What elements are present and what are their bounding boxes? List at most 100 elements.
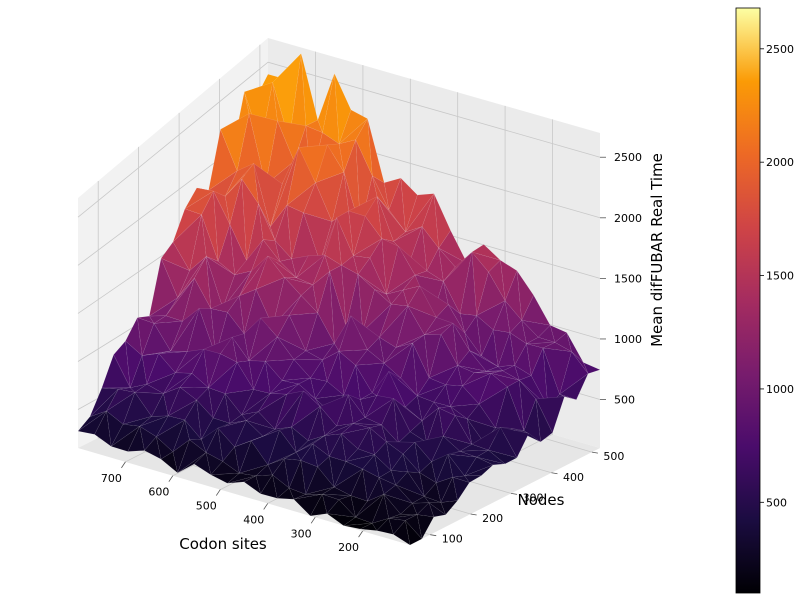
colorbar-tick-label: 500 <box>766 496 787 509</box>
surface-facet <box>267 255 297 278</box>
colorbar-tick-label: 1500 <box>766 270 794 283</box>
x-tick-label: 600 <box>148 486 169 499</box>
surface-facet <box>409 420 427 443</box>
surface-facet <box>340 423 370 435</box>
x-axis-label: Codon sites <box>179 535 267 553</box>
surface-facet <box>509 332 527 366</box>
surface-facet <box>462 372 491 387</box>
surface-facet <box>471 251 489 316</box>
surface-facet <box>260 314 290 338</box>
surface-facet <box>205 452 223 476</box>
surface-facet <box>260 474 278 499</box>
y-tick-mark <box>510 493 518 495</box>
surface-facet <box>405 193 435 233</box>
surface-facet <box>374 289 392 305</box>
surface-facet <box>421 401 439 422</box>
surface-facet <box>283 452 302 461</box>
surface-facet <box>481 329 499 367</box>
surface-facet <box>255 474 273 495</box>
colorbar: 500 1000 1500 2000 2500 <box>735 7 794 594</box>
z-tick-label: 1500 <box>614 272 642 285</box>
z-tick-label: 2500 <box>614 151 642 164</box>
x-tick-label: 200 <box>338 541 359 554</box>
y-tick-mark <box>430 534 437 537</box>
surface-facet <box>398 246 428 276</box>
x-tick-mark <box>263 503 269 510</box>
surface-facet <box>376 518 394 535</box>
x-tick-mark <box>121 461 126 469</box>
x-tick-label: 500 <box>196 500 217 513</box>
surface-facet <box>293 493 323 517</box>
surface-facet <box>445 365 463 387</box>
y-tick-mark <box>470 513 477 516</box>
surface-facet <box>222 446 240 474</box>
surface-facet <box>433 384 451 407</box>
surface-facet <box>342 517 373 526</box>
surface-facet <box>151 392 169 417</box>
surface-facet <box>227 473 256 484</box>
surface-facet <box>141 322 171 356</box>
surface-facet <box>267 452 297 465</box>
y-tick-mark <box>551 472 558 475</box>
surface-facet <box>189 214 207 272</box>
surface-facet <box>144 436 162 460</box>
surface-facet <box>393 520 411 546</box>
surface-facet <box>402 274 420 291</box>
z-tick-label: 500 <box>614 394 635 407</box>
surface-facet <box>127 425 145 452</box>
surface-facet <box>507 379 525 431</box>
surface-facet <box>376 196 394 242</box>
surface-facet <box>324 423 354 436</box>
y-tick-label: 300 <box>523 491 544 504</box>
surface-facet <box>421 193 439 249</box>
surface-facet <box>106 391 136 425</box>
x-tick-mark <box>310 517 316 524</box>
surface-facet <box>298 377 316 400</box>
surface-facet <box>310 493 328 517</box>
surface-facet <box>224 361 254 394</box>
surface-facet <box>201 427 219 453</box>
colorbar-tick-label: 1000 <box>766 383 794 396</box>
surface-facet <box>243 475 261 495</box>
surface-facet <box>440 476 458 503</box>
surface-facet <box>514 343 532 376</box>
grid-line-time <box>77 61 601 218</box>
surface-facet <box>488 449 518 465</box>
surface-facet <box>414 436 444 462</box>
x-tick-label: 300 <box>291 527 312 540</box>
surface-facet <box>239 464 268 477</box>
surface-facet <box>341 264 359 327</box>
surface-facet <box>248 317 278 362</box>
surface-facet <box>232 333 250 361</box>
x-tick-mark <box>358 530 363 538</box>
surface-facet <box>359 523 378 531</box>
surface-facet <box>542 342 572 352</box>
colorbar-tick-label: 2000 <box>766 156 794 169</box>
surface-facet <box>490 373 520 388</box>
y-tick-label: 400 <box>563 471 584 484</box>
surface-facet <box>210 472 240 484</box>
y-tick-label: 500 <box>603 450 624 463</box>
surface-facet <box>333 461 363 488</box>
surface-facet <box>303 182 333 222</box>
surface-facet <box>462 372 492 405</box>
surface-facet <box>405 395 423 422</box>
surface-facet <box>424 334 442 378</box>
surface-facet <box>452 323 470 351</box>
surface-facet <box>234 436 264 448</box>
surface-facet <box>160 451 178 474</box>
surface-mesh <box>77 53 601 546</box>
surface-facet <box>355 363 385 394</box>
x-tick-mark <box>168 475 174 482</box>
surface-facet <box>305 486 335 495</box>
surface-facet <box>262 239 280 262</box>
colorbar-tick-label: 2500 <box>766 43 794 56</box>
surface-facet <box>193 452 212 476</box>
surface-facet <box>402 285 421 307</box>
surface-facet <box>208 387 226 419</box>
surface-facet <box>94 410 112 447</box>
surface-facet <box>338 495 356 518</box>
surface-facet <box>388 178 406 233</box>
surface-facet <box>340 427 371 450</box>
